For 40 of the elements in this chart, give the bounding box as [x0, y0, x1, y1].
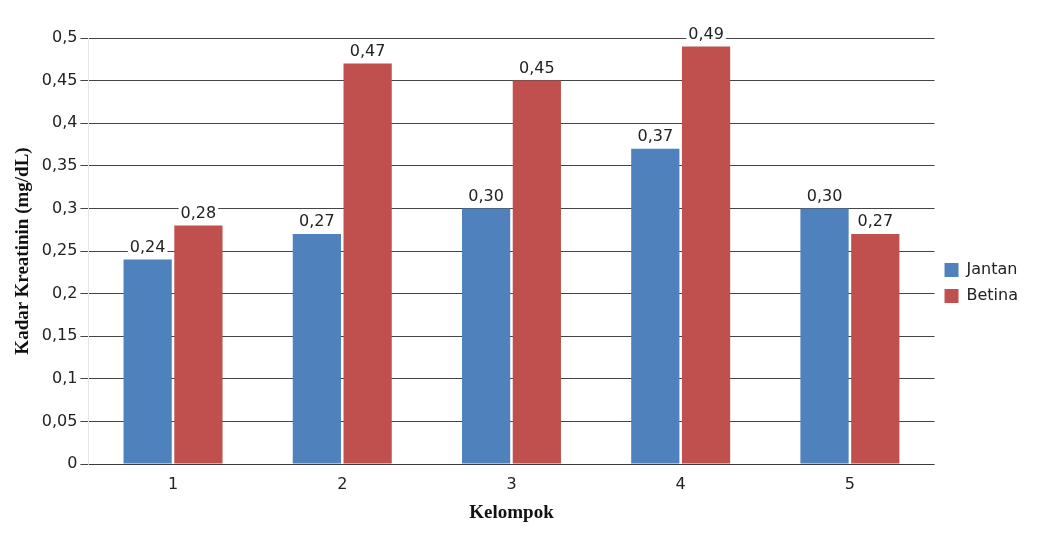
bar: [343, 63, 392, 464]
x-axis-title: Kelompok: [469, 500, 555, 522]
x-tick-label: 5: [844, 473, 855, 493]
x-tick-label: 2: [337, 473, 348, 493]
data-label: 0,28: [180, 202, 217, 222]
legend-label: Betina: [966, 285, 1018, 305]
y-tick-label: 0,3: [51, 197, 78, 217]
data-label: 0,47: [349, 40, 386, 60]
y-tick-label: 0,15: [41, 325, 78, 345]
y-tick-label: 0,25: [41, 240, 78, 260]
y-tick-label: 0,45: [41, 69, 78, 89]
y-tick-label: 0,1: [51, 367, 78, 387]
y-axis-title: Kadar Kreatinin (mg/dL): [11, 147, 34, 355]
data-label: 0,45: [519, 57, 555, 77]
bar: [800, 208, 849, 464]
y-tick-label: 0,5: [51, 27, 78, 47]
data-label: 0,27: [857, 211, 894, 231]
bar: [292, 233, 341, 464]
bar: [461, 208, 511, 464]
bar: [681, 46, 731, 464]
y-tick-label: 0,2: [51, 282, 78, 302]
y-tick-label: 0,35: [41, 154, 78, 174]
legend-label: Jantan: [965, 259, 1018, 279]
x-tick-label: 3: [506, 473, 517, 493]
y-tick-label: 0: [67, 453, 78, 473]
bar: [512, 80, 561, 464]
data-label: 0,30: [806, 185, 843, 205]
bar: [851, 233, 900, 464]
x-tick-label: 4: [675, 473, 686, 493]
data-label: 0,37: [637, 125, 674, 145]
data-label: 0,49: [688, 23, 724, 43]
bar: [631, 148, 680, 464]
data-label: 0,30: [468, 185, 504, 205]
bar: [174, 225, 223, 464]
x-tick-label: 1: [167, 473, 179, 493]
y-tick-label: 0,05: [41, 410, 78, 430]
y-tick-label: 0,4: [51, 112, 78, 132]
bar: [123, 259, 172, 464]
data-label: 0,24: [129, 236, 166, 256]
data-label: 0,27: [299, 211, 335, 231]
